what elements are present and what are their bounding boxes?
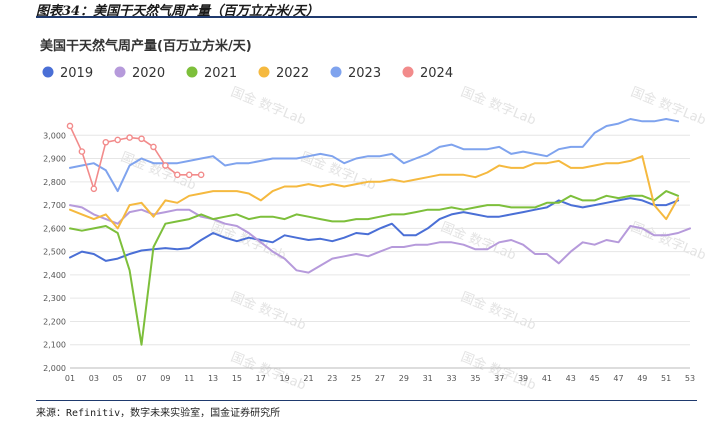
- data-point-2024: [185, 171, 193, 179]
- legend-label-2019: 2019: [60, 66, 93, 81]
- source-note: 来源：Refinitiv，数字未来实验室，国金证券研究所: [36, 408, 281, 419]
- x-tick-label: 45: [590, 374, 600, 383]
- y-tick-label: 2,500: [43, 248, 66, 257]
- x-tick-label: 27: [375, 374, 385, 383]
- watermark-0: 国金 数字Lab: [229, 84, 309, 129]
- y-tick-label: 2,300: [43, 294, 66, 303]
- data-point-2024: [90, 185, 98, 193]
- chart-title: 美国干天然气周产量(百万立方米/天): [40, 38, 252, 54]
- bottom-rule: [36, 400, 697, 401]
- chart: 国金 数字Lab 国金 数字Lab 国金 数字Lab 国金 数字Lab 国金 数字Lab…: [40, 38, 709, 394]
- data-point-2024: [102, 138, 110, 146]
- data-point-2024: [197, 171, 205, 179]
- x-tick-label: 33: [446, 374, 456, 383]
- data-point-2024: [78, 148, 86, 155]
- series-line-2019: [69, 197, 680, 262]
- x-tick-label: 51: [661, 374, 671, 383]
- x-tick-label: 25: [351, 374, 361, 383]
- watermark-10: 国金 数字Lab: [229, 349, 309, 394]
- data-point-2024: [138, 135, 145, 143]
- series-line-2020: [69, 204, 691, 274]
- legend-label-2021: 2021: [204, 66, 237, 81]
- series-line-2022: [69, 155, 680, 230]
- x-tick-label: 41: [542, 374, 552, 383]
- x-axis: 01 03 05 07 09 11 13 15 17 19 21 23 25 27 29 31 33 35 37 39…: [65, 374, 695, 383]
- y-axis: 2,000 2,100 2,200 2,300 2,400 2,500 2,600 2,700…: [43, 131, 66, 373]
- data-point-2024: [114, 136, 121, 144]
- series-group: [66, 118, 691, 346]
- x-tick-label: 07: [136, 374, 146, 383]
- watermark-6: 国金 数字Lab: [229, 289, 309, 334]
- grid: [70, 134, 690, 369]
- legend-label-2020: 2020: [132, 66, 165, 81]
- legend-swatch-2022: [258, 66, 270, 78]
- figure-title: 图表34：美国干天然气周产量（百万立方米/天）: [36, 4, 319, 19]
- x-tick-label: 29: [399, 374, 409, 383]
- watermark-11: 国金 数字Lab: [459, 349, 539, 394]
- watermark-7: 国金 数字Lab: [459, 289, 539, 334]
- watermark-5: 国金 数字Lab: [629, 219, 709, 264]
- y-tick-label: 2,100: [43, 341, 66, 350]
- legend-swatch-2023: [330, 66, 342, 78]
- x-tick-label: 43: [566, 374, 576, 383]
- x-tick-label: 17: [256, 374, 266, 383]
- y-tick-label: 3,000: [43, 131, 66, 140]
- y-tick-label: 2,800: [43, 178, 66, 187]
- x-tick-label: 23: [327, 374, 337, 383]
- x-tick-label: 53: [685, 374, 695, 383]
- x-tick-label: 01: [65, 374, 75, 383]
- top-rule: [36, 16, 697, 18]
- x-tick-label: 19: [280, 374, 290, 383]
- x-tick-label: 49: [637, 374, 647, 383]
- legend: 2019 2020 2021 2022 2023 2024: [42, 66, 453, 81]
- y-tick-label: 2,400: [43, 271, 66, 280]
- legend-label-2022: 2022: [276, 66, 309, 81]
- series-line-2023: [69, 118, 680, 193]
- data-point-2024: [150, 143, 157, 151]
- x-tick-label: 37: [494, 374, 504, 383]
- x-tick-label: 15: [232, 374, 242, 383]
- legend-swatch-2024: [402, 66, 414, 78]
- data-point-2024: [162, 162, 169, 169]
- y-tick-label: 2,900: [43, 155, 66, 164]
- x-tick-label: 47: [613, 374, 623, 383]
- data-point-2024: [174, 171, 181, 179]
- x-tick-label: 35: [470, 374, 480, 383]
- y-tick-label: 2,600: [43, 224, 66, 233]
- series-line-2021: [69, 190, 680, 346]
- watermark-2: 国金 数字Lab: [459, 84, 539, 129]
- x-tick-label: 39: [518, 374, 528, 383]
- x-tick-label: 09: [160, 374, 170, 383]
- x-tick-label: 31: [423, 374, 433, 383]
- data-point-2024: [66, 122, 74, 130]
- y-tick-label: 2,200: [43, 317, 66, 326]
- legend-label-2023: 2023: [348, 66, 381, 81]
- x-tick-label: 21: [303, 374, 313, 383]
- legend-label-2024: 2024: [420, 66, 453, 81]
- x-tick-label: 11: [184, 374, 194, 383]
- data-point-2024: [126, 134, 133, 141]
- legend-swatch-2020: [114, 66, 126, 78]
- legend-swatch-2021: [186, 66, 198, 78]
- x-tick-label: 05: [113, 374, 123, 383]
- x-tick-label: 03: [89, 374, 99, 383]
- watermarks: 国金 数字Lab 国金 数字Lab 国金 数字Lab 国金 数字Lab 国金 数字Lab…: [119, 84, 709, 394]
- legend-swatch-2019: [42, 66, 54, 78]
- x-tick-label: 13: [208, 374, 218, 383]
- y-tick-label: 2,000: [43, 364, 66, 373]
- y-tick-label: 2,700: [43, 201, 66, 210]
